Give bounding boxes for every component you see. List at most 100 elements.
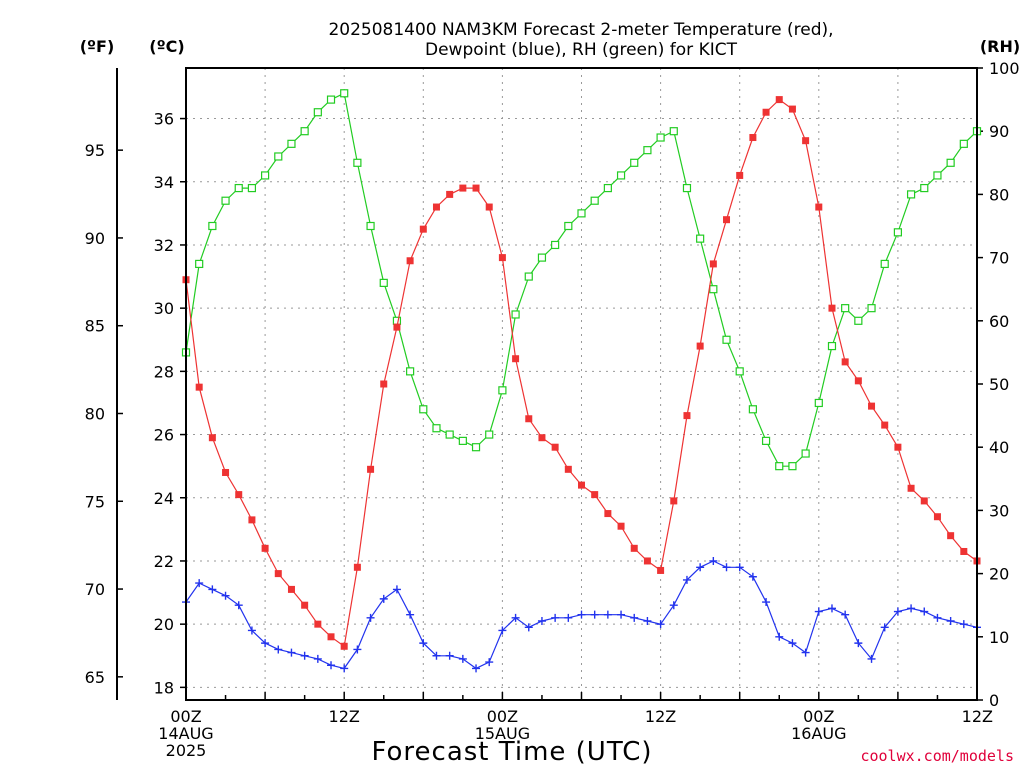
plot-frame xyxy=(185,67,978,701)
time-tick-label: 00Z xyxy=(170,707,201,726)
rh-point xyxy=(366,221,375,231)
temperature-point xyxy=(670,497,678,505)
rh-point xyxy=(682,183,692,193)
celsius-tick-label: 28 xyxy=(154,362,174,381)
dewpoint-point xyxy=(366,613,375,622)
rh-point xyxy=(880,259,889,269)
dewpoint-point xyxy=(498,626,507,635)
chart-title-line-2: Dewpoint (blue), RH (green) for KICT xyxy=(425,40,738,60)
rh-point xyxy=(906,190,916,199)
rh-point xyxy=(498,386,507,395)
temperature-point xyxy=(894,443,902,451)
rh-tick-label: 80 xyxy=(989,185,1009,204)
fahrenheit-tick-label: 65 xyxy=(85,668,105,687)
temperature-point xyxy=(248,516,256,524)
celsius-tick-label: 20 xyxy=(154,615,174,634)
celsius-tick-label: 36 xyxy=(154,110,174,129)
celsius-tick-label: 22 xyxy=(154,552,174,571)
dewpoint-point xyxy=(801,648,810,657)
rh-tick-label: 70 xyxy=(989,249,1009,268)
fahrenheit-tick-label: 85 xyxy=(85,317,105,336)
temperature-point xyxy=(854,377,862,385)
celsius-tick-label: 18 xyxy=(154,678,174,697)
dewpoint-series xyxy=(182,556,981,673)
source-credit: coolwx.com/models xyxy=(860,747,1014,765)
temperature-point xyxy=(538,434,546,442)
dewpoint-point xyxy=(419,639,428,648)
rh-point xyxy=(261,171,270,180)
temperature-point xyxy=(709,260,717,268)
temperature-point xyxy=(208,434,216,442)
dewpoint-point xyxy=(682,575,691,584)
rh-tick-label: 90 xyxy=(989,122,1009,141)
temperature-point xyxy=(762,108,770,116)
dewpoint-point xyxy=(722,563,731,572)
rh-point xyxy=(643,146,652,155)
rh-point xyxy=(313,108,322,117)
rh-point xyxy=(300,127,309,136)
dewpoint-point xyxy=(458,654,467,663)
rh-point xyxy=(696,234,705,243)
rh-tick-label: 50 xyxy=(989,375,1009,394)
rh-tick-label: 40 xyxy=(989,438,1009,457)
rh-point xyxy=(893,228,903,237)
dewpoint-point xyxy=(511,613,520,622)
dewpoint-point xyxy=(867,654,876,663)
dewpoint-point xyxy=(617,610,626,619)
dewpoint-point xyxy=(551,613,560,622)
rh-point xyxy=(234,183,243,193)
x-axis-title: Forecast Time (UTC) xyxy=(371,737,652,767)
dewpoint-point xyxy=(893,607,902,616)
rh-point xyxy=(616,171,626,180)
dewpoint-point xyxy=(762,598,771,607)
rh-point xyxy=(392,316,402,325)
time-tick-label: 12Z xyxy=(645,707,676,726)
rh-point xyxy=(485,430,494,439)
fahrenheit-axis: 65 70 75 80 85 90 95 xyxy=(85,68,123,700)
temperature-point xyxy=(630,544,638,552)
dewpoint-point xyxy=(630,613,639,622)
dewpoint-point xyxy=(379,594,388,603)
temperature-point xyxy=(881,421,889,429)
dewpoint-point xyxy=(247,626,256,635)
temperature-point xyxy=(432,203,440,211)
celsius-tick-label: 24 xyxy=(154,489,174,508)
rh-point xyxy=(814,398,823,408)
time-tick-label: 14AUG xyxy=(158,724,213,743)
temperature-point xyxy=(788,105,796,113)
temperature-point xyxy=(472,184,480,192)
rh-point xyxy=(775,462,784,471)
rh-point xyxy=(524,272,533,281)
rh-point xyxy=(274,152,283,161)
temperature-series xyxy=(182,96,981,650)
dewpoint-point xyxy=(656,620,665,629)
temperature-point xyxy=(841,358,849,366)
rh-point xyxy=(656,133,665,142)
rh-point xyxy=(458,436,467,445)
temperature-point xyxy=(617,522,625,530)
rh-point xyxy=(827,341,837,351)
temperature-point xyxy=(683,412,691,420)
rh-point xyxy=(221,196,230,205)
dewpoint-point xyxy=(274,645,283,654)
rh-unit-label: (RH) xyxy=(980,37,1020,56)
dewpoint-point xyxy=(392,585,401,594)
rh-point xyxy=(208,221,217,231)
rh-point xyxy=(379,278,388,287)
temperature-point xyxy=(775,96,783,104)
fahrenheit-tick-label: 80 xyxy=(85,404,105,423)
dewpoint-point xyxy=(603,610,612,619)
rh-series xyxy=(181,89,982,471)
temperature-point xyxy=(261,544,269,552)
dewpoint-point xyxy=(340,664,349,673)
rh-point xyxy=(867,304,876,313)
rh-tick-label: 20 xyxy=(989,565,1009,584)
dewpoint-point xyxy=(524,623,533,632)
dewpoint-point xyxy=(221,591,230,600)
rh-point xyxy=(537,253,547,262)
temperature-point xyxy=(815,203,823,211)
rh-axis: 0 10 20 30 40 50 60 70 80 90 100 xyxy=(977,59,1020,710)
celsius-tick-label: 30 xyxy=(154,299,174,318)
rh-point xyxy=(406,367,415,376)
